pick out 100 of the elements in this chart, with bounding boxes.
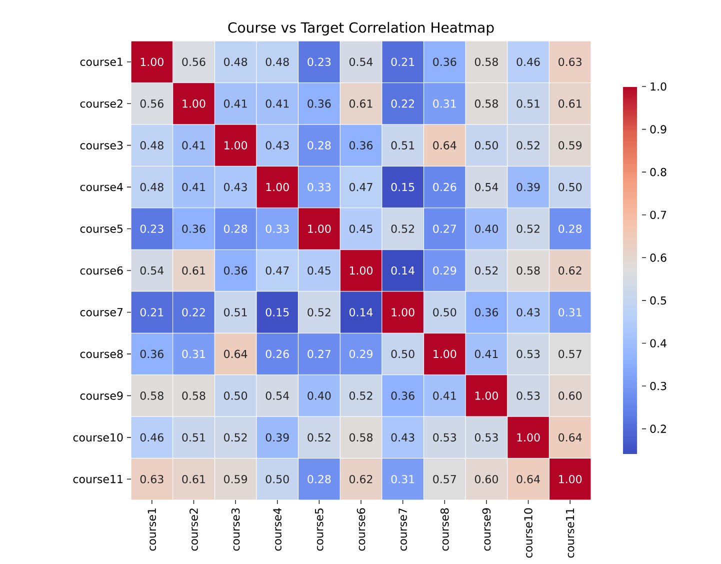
data-label: 0.54: [266, 392, 289, 400]
data-label: 1.00: [182, 99, 206, 108]
data-label: 0.61: [182, 266, 205, 275]
data-label: 0.48: [266, 58, 289, 66]
x-tick-label: course10: [524, 508, 532, 558]
data-label: 0.52: [308, 308, 330, 316]
data-label: 0.31: [558, 308, 582, 316]
data-label: 0.27: [308, 350, 330, 358]
data-label: 0.61: [349, 99, 372, 108]
data-label: 0.26: [433, 182, 456, 192]
chart-title: Course vs Target Correlation Heatmap: [228, 22, 494, 36]
data-label: 0.63: [140, 474, 164, 484]
data-label: 0.52: [308, 433, 330, 442]
data-label: 1.00: [266, 182, 289, 192]
data-label: 0.50: [558, 182, 582, 192]
data-label: 0.36: [474, 308, 498, 316]
data-label: 1.00: [224, 141, 248, 150]
data-label: 0.21: [140, 308, 164, 316]
data-label: 1.00: [392, 308, 414, 316]
x-tick-label: course4: [273, 508, 282, 551]
data-label: 0.62: [349, 474, 372, 484]
data-label: 0.41: [474, 350, 498, 358]
data-label: 0.40: [474, 224, 498, 233]
data-label: 0.15: [391, 182, 414, 192]
y-tick-label: course5: [80, 224, 123, 233]
data-label: 0.48: [140, 182, 164, 192]
color-bar-label: 0.5: [650, 296, 666, 305]
x-tick-label: course6: [356, 508, 366, 551]
data-label: 0.57: [433, 474, 456, 484]
data-label: 0.51: [224, 308, 247, 316]
y-tick-label: course1: [80, 58, 122, 66]
data-label: 0.27: [433, 224, 456, 233]
data-label: 0.48: [224, 58, 248, 66]
data-label: 0.28: [308, 141, 331, 150]
x-tick-label: course8: [440, 508, 449, 551]
data-label: 0.31: [182, 350, 205, 358]
data-label: 0.64: [433, 141, 456, 150]
data-label: 0.36: [140, 350, 164, 358]
data-label: 0.36: [224, 266, 248, 275]
data-label: 0.58: [182, 392, 206, 400]
data-label: 0.54: [349, 58, 373, 66]
y-tick-label: course11: [73, 475, 122, 484]
color-bar-label: 0.4: [650, 339, 666, 348]
data-label: 0.60: [558, 392, 582, 400]
data-label: 0.28: [224, 224, 248, 233]
data-label: 0.39: [266, 433, 289, 442]
data-label: 0.36: [308, 99, 331, 108]
data-label: 0.36: [349, 141, 373, 150]
data-label: 0.14: [391, 266, 414, 275]
data-label: 0.43: [391, 433, 414, 442]
data-label: 0.28: [558, 224, 582, 233]
data-label: 0.59: [224, 474, 248, 484]
data-label: 0.43: [224, 182, 247, 192]
data-label: 0.58: [516, 266, 540, 275]
data-label: 0.22: [182, 308, 205, 316]
y-tick-label: course6: [80, 266, 123, 275]
data-label: 0.50: [433, 308, 456, 316]
data-label: 0.36: [433, 58, 456, 66]
data-label: 0.62: [558, 266, 582, 275]
data-label: 1.00: [434, 350, 456, 358]
data-label: 0.57: [558, 350, 582, 358]
data-label: 0.64: [516, 474, 540, 484]
data-label: 0.33: [308, 182, 331, 192]
data-label: 0.50: [474, 141, 498, 150]
data-label: 0.64: [558, 433, 582, 442]
data-label: 0.39: [516, 182, 540, 192]
data-label: 0.61: [558, 99, 582, 108]
data-label: 0.23: [308, 58, 331, 66]
y-tick-label: course8: [80, 350, 123, 358]
data-label: 0.46: [516, 58, 540, 66]
data-label: 0.45: [349, 224, 372, 233]
color-bar-label: 1.0: [650, 82, 666, 91]
x-tick-label: course1: [148, 508, 156, 551]
data-label: 0.14: [349, 308, 373, 316]
color-bar-label: 0.7: [650, 210, 666, 220]
data-label: 0.58: [474, 58, 498, 66]
data-label: 0.36: [391, 392, 414, 400]
data-label: 0.41: [182, 182, 205, 192]
y-tick-label: course2: [80, 99, 122, 108]
data-label: 0.41: [182, 141, 205, 150]
data-label: 0.43: [516, 308, 540, 316]
data-label: 0.33: [266, 224, 289, 233]
data-label: 0.22: [391, 99, 414, 108]
data-label: 0.61: [182, 474, 205, 484]
data-label: 0.45: [308, 266, 330, 275]
data-label: 0.53: [516, 350, 540, 358]
data-label: 1.00: [350, 266, 373, 275]
data-label: 0.50: [224, 392, 248, 400]
data-label: 0.56: [182, 58, 206, 66]
data-label: 0.54: [474, 182, 498, 192]
x-tick-label: course7: [398, 508, 407, 551]
y-tick-label: course4: [80, 182, 123, 192]
color-bar-label: 0.2: [650, 424, 666, 433]
data-label: 0.48: [140, 141, 164, 150]
y-tick-label: course9: [80, 392, 123, 400]
y-tick-label: course7: [80, 308, 123, 316]
data-label: 1.00: [140, 58, 164, 66]
data-label: 0.47: [266, 266, 289, 275]
data-label: 0.41: [266, 99, 289, 108]
data-label: 0.36: [182, 224, 206, 233]
